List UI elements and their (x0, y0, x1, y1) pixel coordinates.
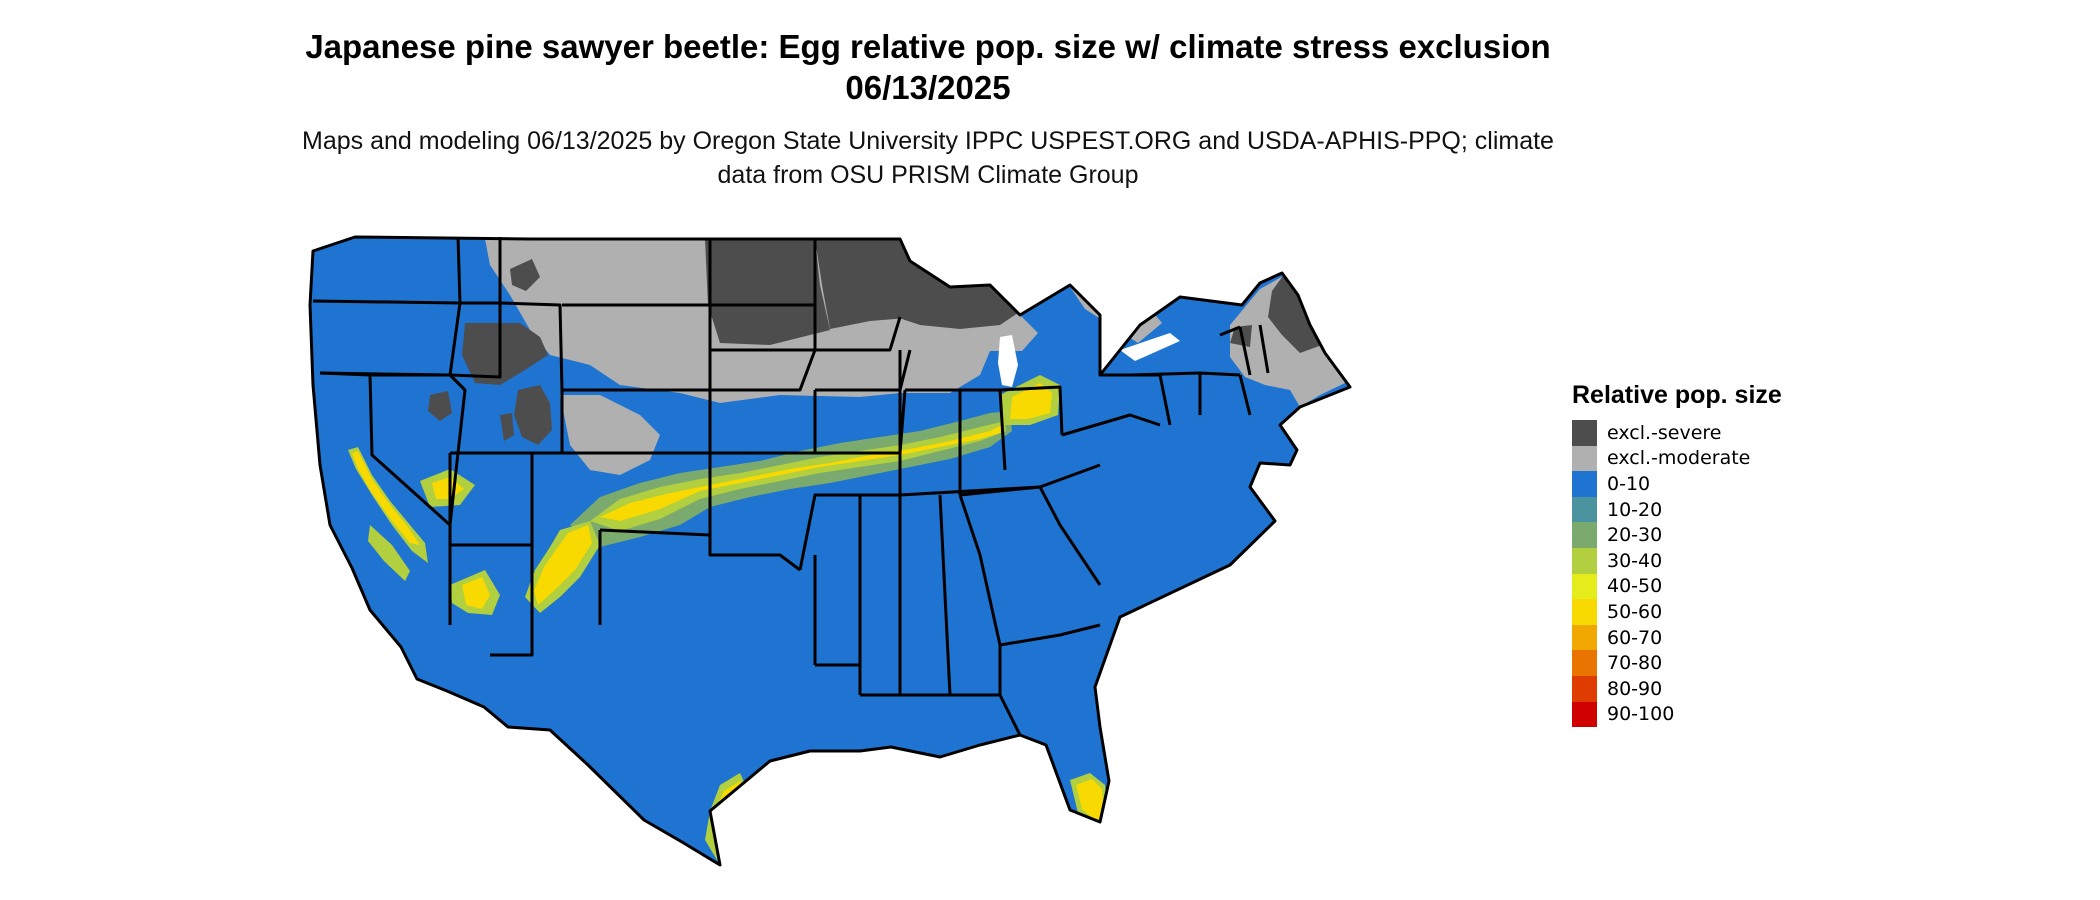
legend-label: 30-40 (1607, 549, 1663, 572)
legend-swatch (1572, 522, 1597, 548)
band-virginia-core (1010, 383, 1052, 419)
band-az-core (462, 577, 490, 609)
legend-row: 50-60 (1572, 599, 1832, 625)
legend-row: 40-50 (1572, 573, 1832, 600)
excl-moderate-ne (1230, 275, 1345, 407)
legend-swatch (1572, 599, 1597, 625)
excl-severe-maine (1268, 273, 1322, 353)
us-map (308, 235, 1352, 867)
legend-row: 20-30 (1572, 522, 1832, 548)
legend-title: Relative pop. size (1572, 381, 1782, 409)
legend-label: 60-70 (1607, 626, 1663, 649)
legend-row: 90-100 (1572, 701, 1832, 728)
legend-label: 80-90 (1607, 677, 1663, 700)
legend-row: 0-10 (1572, 471, 1832, 497)
legend-label: excl.-severe (1607, 421, 1722, 444)
legend-swatch (1572, 445, 1597, 472)
legend-row: 60-70 (1572, 624, 1832, 651)
band-texas-arm-core (534, 525, 592, 605)
legend-swatch (1572, 701, 1597, 728)
band-california-core (352, 451, 420, 545)
legend-items: excl.-severe excl.-moderate 0-10 10-20 2… (1572, 420, 1832, 728)
excl-severe-colorado-2 (500, 413, 514, 441)
legend-swatch (1572, 573, 1597, 600)
lake-michigan (998, 335, 1018, 387)
band-core-main (600, 425, 1002, 521)
map-area (300, 225, 1560, 895)
excl-severe-dakotas (705, 239, 830, 345)
legend-label: 50-60 (1607, 600, 1663, 623)
legend-row: 10-20 (1572, 496, 1832, 523)
legend-row: excl.-moderate (1572, 445, 1832, 472)
legend-swatch (1572, 650, 1597, 676)
legend-label: 0-10 (1607, 472, 1651, 495)
band-mid-main (590, 421, 1006, 531)
excl-severe-colorado (514, 385, 552, 445)
state-boundaries (308, 235, 1352, 867)
lake-erie-ontario (1120, 333, 1180, 361)
legend-swatch (1572, 624, 1597, 651)
excl-severe-wisconsin (880, 285, 1018, 329)
legend-label: 10-20 (1607, 498, 1663, 521)
legend-label: 90-100 (1607, 703, 1675, 726)
title-block: Japanese pine sawyer beetle: Egg relativ… (300, 26, 1556, 192)
legend-row: 70-80 (1572, 650, 1832, 676)
legend: Relative pop. size excl.-severe excl.-mo… (1572, 380, 1832, 728)
legend-row: excl.-severe (1572, 420, 1832, 446)
legend-label: excl.-moderate (1607, 447, 1751, 470)
legend-label: 40-50 (1607, 575, 1663, 598)
legend-label: 20-30 (1607, 524, 1663, 547)
excl-moderate-sw-rockies (560, 395, 660, 475)
legend-label: 70-80 (1607, 652, 1663, 675)
legend-swatch (1572, 547, 1597, 574)
excl-severe-montana-patch (510, 259, 540, 291)
legend-row: 80-90 (1572, 675, 1832, 702)
excl-severe-utah (428, 391, 452, 421)
excl-severe-wyoming (462, 323, 548, 385)
band-florida-core (1076, 779, 1104, 821)
legend-swatch (1572, 471, 1597, 497)
map-title: Japanese pine sawyer beetle: Egg relativ… (305, 28, 1551, 106)
legend-swatch (1572, 420, 1597, 446)
land-base (310, 237, 1350, 865)
band-socal (368, 525, 410, 581)
legend-swatch (1572, 675, 1597, 702)
legend-swatch (1572, 496, 1597, 523)
map-subtitle: Maps and modeling 06/13/2025 by Oregon S… (302, 127, 1554, 189)
legend-row: 30-40 (1572, 547, 1832, 574)
